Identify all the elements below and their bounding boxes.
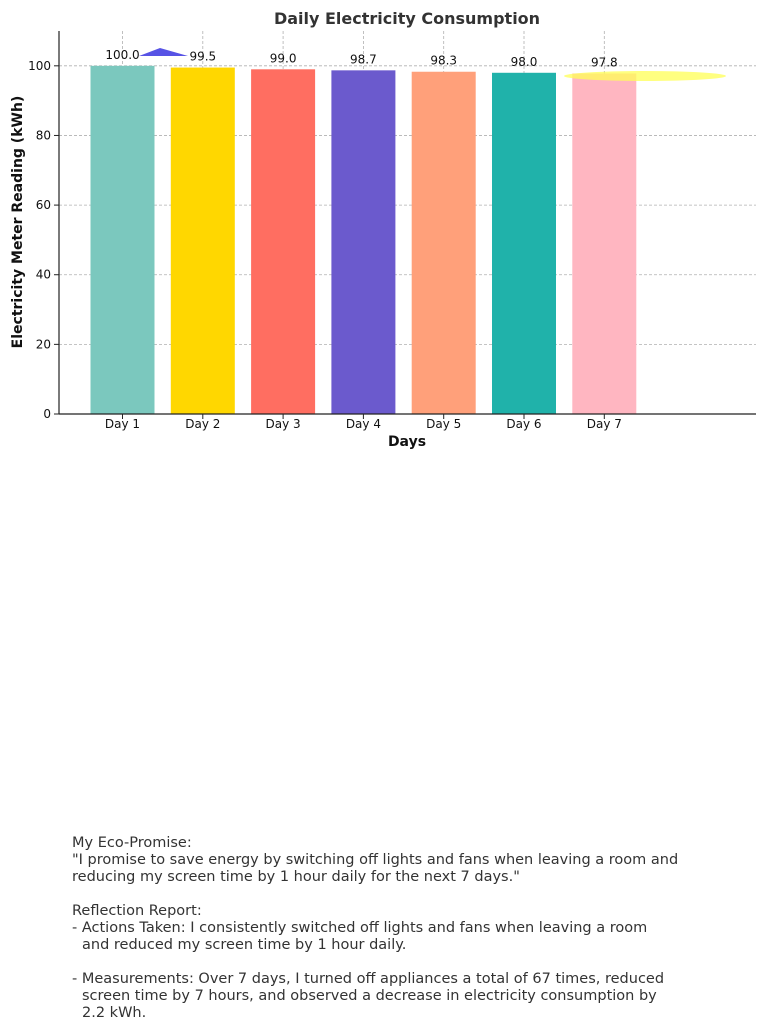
annotations (139, 48, 726, 81)
x-axis-label: Days (388, 434, 426, 450)
measurements-line-3: 2.2 kWh. (82, 1005, 147, 1021)
y-tick-label: 20 (36, 337, 51, 351)
bar (331, 70, 396, 414)
blue-triangle-marker (139, 48, 188, 56)
y-tick-label: 40 (36, 268, 51, 282)
chart-title: Daily Electricity Consumption (274, 9, 540, 28)
bar (411, 71, 476, 414)
bar-value-label: 99.5 (189, 50, 216, 64)
promise-heading: My Eco-Promise: (72, 835, 192, 851)
y-tick-label: 80 (36, 128, 51, 142)
promise-text-line-1: "I promise to save energy by switching o… (72, 852, 679, 868)
bar (572, 73, 637, 414)
x-tick-label: Day 2 (185, 417, 220, 431)
value-labels: 100.0 99.5 99.0 98.7 98.3 98.0 97.8 (105, 48, 617, 70)
bar (492, 72, 556, 415)
x-tick-label: Day 3 (266, 417, 301, 431)
bar (251, 69, 316, 415)
y-tick-label: 0 (43, 407, 51, 421)
actions-line-1: - Actions Taken: I consistently switched… (72, 920, 648, 936)
bar-value-label: 98.7 (350, 52, 377, 66)
y-axis-label: Electricity Meter Reading (kWh) (10, 96, 26, 349)
reflection-heading: Reflection Report: (72, 903, 202, 919)
axes (54, 31, 756, 419)
promise-text-line-2: reducing my screen time by 1 hour daily … (72, 869, 520, 885)
measurements-line-2: screen time by 7 hours, and observed a d… (82, 988, 657, 1004)
grid-lines (59, 31, 756, 414)
yellow-highlight-ellipse (564, 71, 726, 81)
bar (170, 67, 235, 415)
bar-chart: Daily Electricity Consumption 100.0 99.5 9… (10, 9, 756, 450)
bar-value-label: 98.0 (511, 55, 538, 69)
measurements-line-1: - Measurements: Over 7 days, I turned of… (72, 971, 665, 987)
x-tick-label: Day 5 (426, 417, 461, 431)
bar-value-label: 98.3 (430, 54, 457, 68)
eco-report: My Eco-Promise: "I promise to save energ… (72, 835, 722, 1022)
y-tick-labels: 0 20 40 60 80 100 (28, 59, 51, 421)
y-tick-label: 60 (36, 198, 51, 212)
bars (90, 65, 637, 415)
x-tick-labels: Day 1 Day 2 Day 3 Day 4 Day 5 Day 6 Day 7 (105, 417, 622, 431)
x-tick-label: Day 6 (506, 417, 541, 431)
actions-line-2: and reduced my screen time by 1 hour dai… (82, 937, 407, 953)
x-tick-label: Day 1 (105, 417, 140, 431)
bar-value-label: 97.8 (591, 55, 618, 69)
bar-value-label: 100.0 (105, 48, 139, 62)
y-tick-label: 100 (28, 59, 51, 73)
x-tick-label: Day 4 (346, 417, 381, 431)
x-tick-label: Day 7 (587, 417, 622, 431)
bar (90, 65, 155, 415)
bar-value-label: 99.0 (270, 51, 297, 65)
